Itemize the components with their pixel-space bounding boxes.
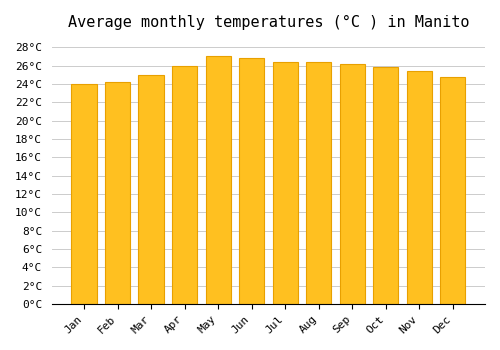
Bar — [239, 58, 264, 304]
Bar — [406, 71, 432, 304]
Bar — [272, 62, 297, 304]
Bar — [206, 56, 231, 304]
Bar — [72, 84, 96, 304]
Bar — [306, 62, 331, 304]
Bar — [440, 77, 466, 304]
Bar — [172, 65, 197, 304]
Title: Average monthly temperatures (°C ) in Manito: Average monthly temperatures (°C ) in Ma… — [68, 15, 469, 30]
Bar — [105, 82, 130, 304]
Bar — [340, 64, 364, 304]
Bar — [138, 75, 164, 304]
Bar — [373, 68, 398, 304]
